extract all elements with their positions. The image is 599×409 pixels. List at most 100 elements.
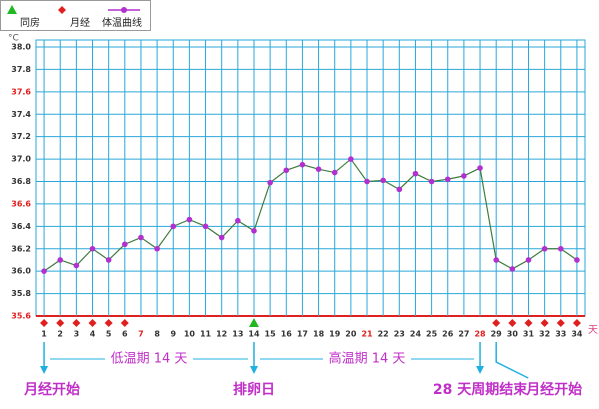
x-tick-label: 16 — [281, 330, 293, 339]
event-marker — [104, 319, 113, 327]
x-tick-label: 1 — [41, 330, 47, 339]
y-tick-label: 38.0 — [11, 43, 31, 52]
legend-label: 同房 — [20, 16, 40, 29]
data-point — [557, 245, 564, 252]
data-point — [396, 186, 403, 193]
data-point — [477, 165, 483, 171]
arrow-head — [40, 366, 49, 374]
data-point — [73, 262, 80, 269]
event-marker — [508, 319, 517, 327]
phase-label-bg — [105, 350, 194, 368]
x-tick-label: 2 — [57, 330, 63, 339]
data-point — [364, 178, 370, 185]
x-tick-label: 28 — [474, 330, 486, 339]
x-tick-label: 29 — [491, 330, 503, 339]
x-tick-label: 32 — [539, 330, 550, 339]
y-tick-label: 36.6 — [11, 199, 31, 208]
event-marker — [540, 319, 549, 327]
x-tick-label: 11 — [200, 330, 212, 339]
annotation-label: 28 天周期结束 — [433, 381, 528, 398]
temperature-line — [43, 158, 578, 272]
x-tick-label: 4 — [90, 330, 96, 339]
arrow-head — [476, 366, 485, 374]
data-point — [186, 216, 193, 223]
x-tick-label: 25 — [426, 330, 438, 339]
annotation-label: 月经开始 — [525, 381, 582, 398]
plot-area — [35, 39, 586, 317]
data-point — [541, 245, 548, 252]
x-tick-label: 10 — [184, 330, 196, 339]
y-tick-label: 36.4 — [11, 222, 31, 231]
annotation-label: 月经开始 — [23, 381, 80, 398]
event-marker — [556, 319, 565, 327]
data-point — [57, 257, 64, 263]
y-tick-label: 37.2 — [11, 132, 31, 141]
event-marker — [572, 319, 581, 327]
legend-label: 月经 — [70, 16, 90, 29]
event-marker — [492, 319, 501, 327]
y-tick-label: 35.8 — [11, 289, 31, 298]
y-tick-label: 37.8 — [11, 65, 31, 74]
x-tick-label: 21 — [361, 330, 373, 339]
phase-label: 低温期 14 天 — [111, 352, 188, 367]
data-point — [89, 245, 96, 252]
data-point — [461, 173, 467, 179]
x-tick-label: 26 — [442, 330, 454, 339]
y-tick-label: 36.2 — [11, 244, 31, 253]
arrow-head — [249, 366, 258, 374]
event-marker — [120, 319, 129, 327]
event-marker — [72, 319, 81, 327]
phase-label: 高温期 14 天 — [329, 351, 406, 367]
y-tick-label: 35.6 — [11, 312, 31, 321]
x-tick-label: 9 — [170, 330, 176, 339]
data-point — [412, 170, 419, 177]
x-tick-label: 12 — [216, 330, 227, 339]
data-point — [218, 234, 225, 241]
y-tick-label: 37.0 — [11, 155, 31, 164]
data-point — [348, 156, 354, 162]
data-point — [493, 257, 499, 263]
x-tick-label: 19 — [329, 330, 341, 339]
x-tick-label: 8 — [154, 330, 160, 339]
event-marker — [524, 319, 533, 327]
data-point — [299, 161, 306, 168]
data-point — [331, 169, 338, 176]
data-point — [202, 223, 209, 230]
x-tick-label: 30 — [507, 330, 519, 339]
x-tick-label: 17 — [297, 330, 308, 339]
data-point — [267, 179, 273, 186]
legend-symbol — [7, 5, 17, 14]
data-point — [380, 177, 386, 184]
legend-symbol — [121, 7, 127, 13]
x-tick-label: 23 — [394, 330, 405, 339]
x-tick-label: 27 — [458, 330, 469, 339]
legend-label: 体温曲线 — [102, 16, 142, 29]
x-tick-label: 13 — [232, 330, 243, 339]
data-point — [122, 241, 128, 248]
x-tick-label: 31 — [523, 330, 535, 339]
data-point — [315, 166, 322, 172]
annotation-arrow — [495, 342, 529, 379]
x-tick-label: 34 — [571, 330, 583, 339]
y-tick-label: 37.6 — [11, 87, 31, 96]
x-tick-label: 7 — [138, 330, 144, 339]
data-point — [41, 268, 47, 274]
data-point — [283, 167, 290, 174]
y-unit: °C — [8, 34, 19, 44]
x-tick-label: 3 — [74, 330, 80, 339]
event-marker — [248, 318, 259, 327]
legend-box — [0, 0, 151, 31]
x-tick-label: 6 — [122, 330, 128, 339]
x-tick-label: 15 — [265, 330, 277, 339]
x-unit: 天 — [588, 325, 598, 336]
data-point — [428, 178, 435, 185]
data-point — [105, 257, 112, 263]
x-tick-label: 18 — [313, 330, 325, 339]
data-point — [154, 245, 160, 252]
data-point — [525, 257, 532, 263]
y-tick-label: 36.0 — [11, 267, 31, 276]
data-point — [509, 266, 516, 272]
event-marker — [56, 319, 65, 327]
